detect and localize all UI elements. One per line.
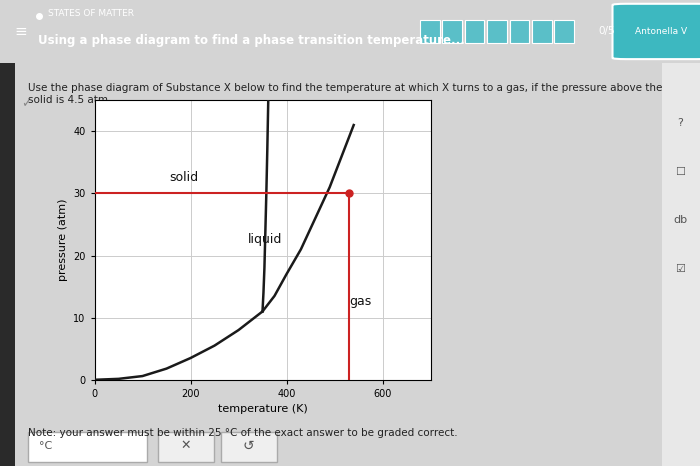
Text: ↺: ↺	[243, 439, 254, 453]
Text: db: db	[673, 215, 687, 225]
FancyBboxPatch shape	[158, 432, 214, 462]
FancyBboxPatch shape	[554, 20, 574, 43]
Text: solid: solid	[169, 171, 198, 184]
Text: Use the phase diagram of Substance X below to find the temperature at which X tu: Use the phase diagram of Substance X bel…	[28, 83, 662, 105]
Text: ☑: ☑	[676, 263, 685, 274]
Text: STATES OF MATTER: STATES OF MATTER	[48, 9, 134, 18]
Text: liquid: liquid	[248, 233, 283, 246]
Text: 0/5: 0/5	[598, 27, 615, 36]
Text: °C: °C	[38, 441, 52, 451]
FancyBboxPatch shape	[510, 20, 529, 43]
FancyBboxPatch shape	[532, 20, 552, 43]
Text: Antonella V: Antonella V	[636, 27, 687, 36]
FancyBboxPatch shape	[612, 4, 700, 59]
FancyBboxPatch shape	[28, 432, 147, 462]
Text: ☐: ☐	[676, 167, 685, 177]
Text: ✓: ✓	[21, 97, 32, 110]
Text: Using a phase diagram to find a phase transition temperature...: Using a phase diagram to find a phase tr…	[38, 34, 466, 48]
Text: ?: ?	[678, 118, 683, 128]
X-axis label: temperature (K): temperature (K)	[218, 404, 307, 414]
FancyBboxPatch shape	[487, 20, 507, 43]
Y-axis label: pressure (atm): pressure (atm)	[57, 199, 67, 281]
Text: gas: gas	[349, 295, 371, 308]
Text: ≡: ≡	[14, 24, 27, 39]
FancyBboxPatch shape	[420, 20, 440, 43]
FancyBboxPatch shape	[662, 63, 700, 466]
FancyBboxPatch shape	[465, 20, 484, 43]
FancyBboxPatch shape	[0, 63, 15, 466]
Text: ✕: ✕	[181, 439, 190, 452]
FancyBboxPatch shape	[442, 20, 462, 43]
FancyBboxPatch shape	[220, 432, 276, 462]
Text: Note: your answer must be within 25 °C of the exact answer to be graded correct.: Note: your answer must be within 25 °C o…	[28, 428, 458, 438]
